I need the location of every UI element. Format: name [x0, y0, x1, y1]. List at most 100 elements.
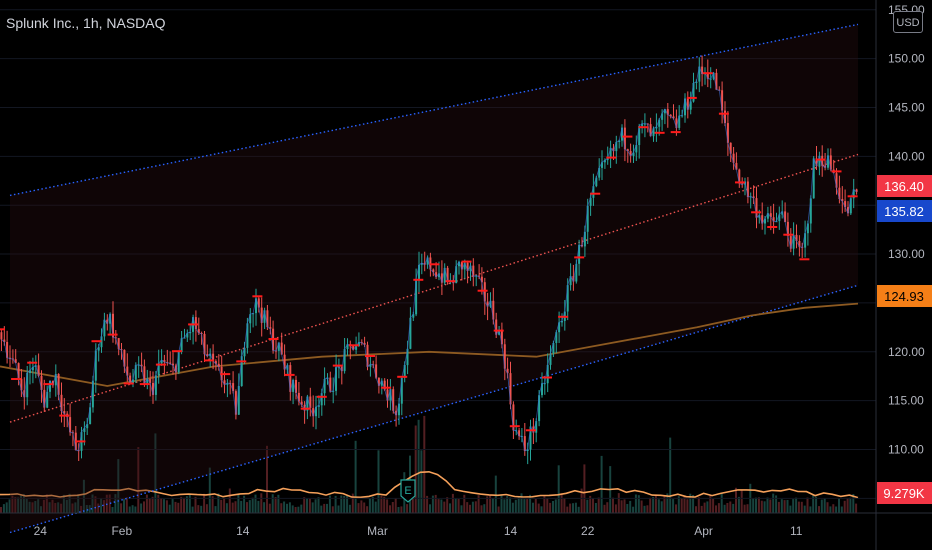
candle-body	[300, 401, 303, 405]
volume-bar	[151, 496, 154, 513]
candle-body	[829, 155, 832, 170]
candle-body	[678, 115, 681, 128]
candle-body	[129, 375, 132, 384]
candle-body	[666, 109, 669, 115]
volume-bar	[108, 494, 111, 513]
candle-body	[706, 72, 709, 79]
volume-bar	[171, 499, 174, 513]
volume-bar	[374, 501, 377, 513]
volume-bar	[308, 498, 311, 513]
candle-body	[234, 391, 237, 415]
candle-body	[847, 207, 849, 214]
candle-body	[40, 375, 43, 390]
volume-bar	[371, 496, 374, 513]
candle-body	[212, 353, 215, 362]
candle-body	[566, 285, 569, 312]
volume-bar	[157, 494, 160, 513]
candle-body	[784, 211, 787, 222]
volume-bar	[537, 503, 540, 513]
volume-bar	[797, 501, 800, 513]
candle-body	[701, 66, 704, 74]
volume-bar	[529, 494, 532, 513]
candle-body	[406, 348, 409, 366]
volume-bar	[489, 494, 492, 513]
candle-body	[163, 360, 166, 363]
candle-body	[232, 383, 235, 392]
volume-bar	[434, 494, 437, 513]
candle-body	[669, 114, 672, 117]
candle-body	[157, 363, 160, 376]
candle-body	[54, 374, 57, 386]
moving-average-label: 124.93	[877, 285, 932, 307]
candle-body	[772, 217, 775, 222]
volume-bar	[165, 500, 168, 513]
volume-bars	[0, 415, 859, 513]
volume-bar	[11, 495, 14, 513]
candle-body	[395, 410, 398, 416]
candle-body	[352, 345, 355, 350]
volume-bar	[580, 488, 583, 513]
time-axis[interactable]: 24 Feb 14 Mar 14 22 Apr 11	[34, 524, 803, 538]
candle-body	[91, 380, 94, 408]
candle-body	[623, 127, 626, 150]
volume-bar	[735, 487, 737, 513]
volume-bar	[177, 502, 180, 513]
volume-bar	[543, 495, 546, 513]
candle-body	[180, 338, 183, 352]
volume-bar	[251, 497, 254, 513]
volume-bar	[85, 505, 88, 513]
volume-bar	[680, 498, 683, 513]
volume-bar	[789, 505, 792, 513]
candle-body	[621, 127, 623, 141]
volume-bar	[692, 495, 695, 513]
volume-bar	[389, 505, 391, 513]
candle-body	[552, 343, 555, 354]
candle-body	[726, 123, 729, 143]
volume-bar	[715, 505, 717, 513]
candle-body	[97, 347, 100, 351]
price-tick-label: 110.00	[888, 443, 924, 457]
candle-body	[332, 390, 335, 392]
moving-average-badge	[877, 285, 932, 307]
candle-body	[543, 383, 546, 385]
volume-bar	[523, 499, 526, 513]
candle-body	[137, 364, 140, 366]
volume-bar	[183, 497, 185, 513]
volume-bar	[431, 495, 434, 513]
price-tick-label: 140.00	[888, 149, 925, 163]
volume-bar	[160, 498, 163, 513]
earnings-marker[interactable]: E	[400, 479, 416, 503]
volume-bar	[128, 506, 131, 513]
candle-body	[214, 361, 217, 364]
volume-bar	[597, 497, 600, 513]
volume-bar	[626, 504, 629, 513]
candle-body	[432, 269, 435, 273]
volume-bar	[683, 496, 686, 513]
volume-bar	[780, 499, 783, 513]
candle-body	[197, 329, 200, 333]
candle-body	[649, 124, 652, 137]
volume-bar	[786, 500, 789, 513]
candle-body	[380, 380, 383, 386]
volume-bar	[563, 498, 566, 513]
volume-bar	[294, 507, 297, 513]
volume-bar	[477, 495, 480, 513]
candle-body	[766, 213, 769, 219]
candle-body	[615, 142, 618, 152]
volume-bar	[729, 501, 732, 513]
volume-bar	[123, 499, 125, 513]
candle-body	[635, 145, 638, 153]
candle-body	[709, 78, 712, 80]
candle-body	[277, 342, 280, 351]
volume-bar	[191, 506, 194, 513]
currency-button[interactable]: USD	[893, 11, 923, 33]
candle-body	[638, 126, 641, 145]
candle-body	[37, 365, 40, 376]
volume-bar	[706, 501, 709, 513]
candle-body	[289, 365, 292, 392]
volume-bar	[62, 494, 65, 513]
symbol-title[interactable]: Splunk Inc., 1h, NASDAQ	[6, 15, 166, 31]
candle-body	[126, 366, 129, 376]
volume-bar	[652, 497, 655, 513]
